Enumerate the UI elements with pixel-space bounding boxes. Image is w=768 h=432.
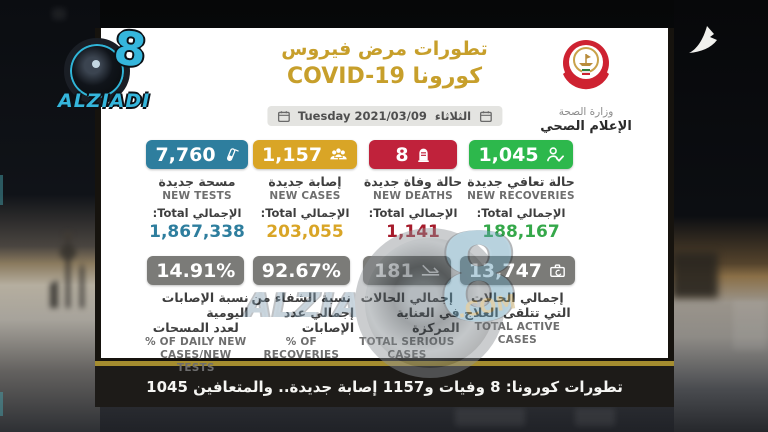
date-english: Tuesday 2021/03/09 (297, 109, 427, 123)
stat-card-new-deaths: 8 حالة وفاة جديدة NEW DEATHS الإجمالي To… (359, 140, 467, 242)
channel-logo: 8 ALZIADI (58, 20, 178, 120)
lens-glint (92, 60, 100, 68)
new-tests-label-ar: مسحة جديدة (158, 174, 236, 189)
new-recoveries-badge: 1,045 (469, 140, 573, 169)
calendar-icon (479, 110, 492, 123)
background-blur-block (52, 8, 66, 20)
camera-lens-icon (64, 38, 130, 104)
new-tests-total: 1,867,338 (149, 222, 245, 242)
daily-ratio-label-ar1: نسبة الإصابات اليومية (161, 290, 249, 320)
ticker-gold-strip (95, 361, 674, 366)
stretcher-icon (421, 263, 440, 278)
stat-card-active-cases: 13,747 إجمالي الحالات التي تتلقى العلاج … (459, 256, 576, 375)
serious-cases-label-ar1: إجمالي الحالات (360, 290, 454, 305)
daily-ratio-badge: 14.91% (147, 256, 245, 285)
card-title-line1: تطورات مرض فيروس (281, 38, 488, 60)
news-ticker: تطورات كورونا: 8 وفيات و1157 إصابة جديدة… (95, 366, 674, 407)
ministry-name: وزارة الصحة (558, 106, 614, 118)
people-icon (329, 147, 348, 163)
daily-ratio-label-en: % OF DAILY NEW CASES/NEW TESTS (145, 336, 247, 374)
new-deaths-badge: 8 (369, 140, 457, 169)
daily-ratio-value: 14.91% (156, 259, 236, 282)
recovery-ratio-value: 92.67% (261, 259, 341, 282)
stats-card: تطورات مرض فيروس كورونا COVID-19 Tuesday… (95, 28, 674, 374)
date-badge: Tuesday 2021/03/09 الثلاثاء (266, 106, 503, 126)
ticker-headline: تطورات كورونا: 8 وفيات و1157 إصابة جديدة… (146, 377, 623, 396)
new-recoveries-value: 1,045 (478, 143, 539, 166)
first-aid-case-icon (549, 263, 566, 278)
background-city-right (674, 0, 768, 432)
card-header: تطورات مرض فيروس كورونا COVID-19 (101, 36, 668, 92)
stats-row-new: 7,760 مسحة جديدة NEW TESTS الإجمالي Tota… (143, 140, 575, 242)
edge-artifact (0, 175, 3, 205)
edge-artifact (0, 392, 3, 416)
card-title-line2: كورونا COVID-19 (287, 64, 482, 89)
new-recoveries-label-ar: حالة تعافي جديدة (467, 174, 575, 189)
daily-ratio-label-ar2: لعدد المسحات (152, 320, 239, 335)
new-recoveries-label-en: NEW RECOVERIES (467, 190, 575, 202)
date-arabic: الثلاثاء (434, 109, 472, 123)
infographic-frame: تطورات مرض فيروس كورونا COVID-19 Tuesday… (95, 28, 674, 407)
new-recoveries-total-label: الإجمالي Total: (476, 206, 566, 220)
active-cases-label-ar2: التي تتلقى العلاج (464, 305, 571, 320)
stat-card-new-tests: 7,760 مسحة جديدة NEW TESTS الإجمالي Tota… (143, 140, 251, 242)
new-deaths-label-en: NEW DEATHS (373, 190, 453, 202)
calendar-icon (277, 110, 290, 123)
falcon-logo-icon (689, 26, 717, 53)
new-deaths-label-ar: حالة وفاة جديدة (363, 174, 463, 189)
channel-logo-word: ALZIADI (58, 90, 151, 112)
stat-card-recovery-ratio: 92.67% نسبة الشفاء من إجمالي عدد الإصابا… (249, 256, 355, 375)
recovery-ratio-badge: 92.67% (252, 256, 350, 285)
recovery-ratio-label-ar1: نسبة الشفاء من (251, 290, 352, 305)
serious-cases-label-ar2: في العناية المركزة (396, 305, 460, 335)
new-deaths-total: 1,141 (386, 222, 440, 242)
frame-divider (95, 358, 674, 361)
serious-cases-value: 181 (374, 259, 414, 282)
new-cases-label-ar: إصابة جديدة (268, 174, 342, 189)
recovery-ratio-label-ar2: إجمالي عدد الإصابات (283, 305, 355, 335)
active-cases-badge: 13,747 (459, 256, 576, 285)
new-tests-label-en: NEW TESTS (162, 190, 232, 202)
ministry-block: وزارة الصحة الإعلام الصحي (538, 36, 634, 134)
active-cases-label-ar1: إجمالي الحالات (471, 290, 564, 305)
active-cases-label-en: TOTAL ACTIVE CASES (474, 321, 561, 346)
background-blur-block (575, 408, 615, 426)
new-cases-total-label: الإجمالي Total: (260, 206, 350, 220)
new-tests-badge: 7,760 (146, 140, 248, 169)
new-deaths-value: 8 (395, 143, 409, 166)
background-blur-block (733, 300, 766, 350)
recovery-ratio-label-en: % OF RECOVERIES (263, 336, 340, 361)
new-recoveries-total: 188,167 (482, 222, 560, 242)
test-tube-icon (223, 146, 239, 164)
new-tests-total-label: الإجمالي Total: (152, 206, 242, 220)
stat-card-serious-cases: 181 إجمالي الحالات في العناية المركزة TO… (354, 256, 460, 375)
new-cases-label-en: NEW CASES (269, 190, 341, 202)
background-blur-block (455, 408, 525, 426)
new-tests-value: 7,760 (155, 143, 216, 166)
stat-card-new-cases: 1,157 إصابة جديدة NEW CASES الإجمالي Tot… (251, 140, 359, 242)
new-deaths-total-label: الإجمالي Total: (368, 206, 458, 220)
stats-row-totals: 14.91% نسبة الإصابات اليومية لعدد المسحا… (143, 256, 576, 375)
building-silhouette (672, 252, 718, 298)
tombstone-icon (416, 146, 431, 163)
stat-card-new-recoveries: 1,045 حالة تعافي جديدة NEW RECOVERIES ال… (467, 140, 575, 242)
serious-cases-badge: 181 (362, 256, 451, 285)
person-check-icon (546, 146, 564, 163)
serious-cases-label-en: TOTAL SERIOUS CASES (359, 336, 455, 361)
channel-logo-eight: 8 (111, 20, 149, 78)
new-cases-total: 203,055 (266, 222, 344, 242)
kuwait-tower-silhouette (50, 232, 84, 308)
ministry-department: الإعلام الصحي (540, 119, 632, 134)
active-cases-value: 13,747 (468, 259, 543, 282)
stat-card-daily-ratio: 14.91% نسبة الإصابات اليومية لعدد المسحا… (143, 256, 249, 375)
new-cases-badge: 1,157 (252, 140, 358, 169)
ministry-of-health-logo-icon (563, 40, 609, 90)
new-cases-value: 1,157 (261, 143, 323, 166)
